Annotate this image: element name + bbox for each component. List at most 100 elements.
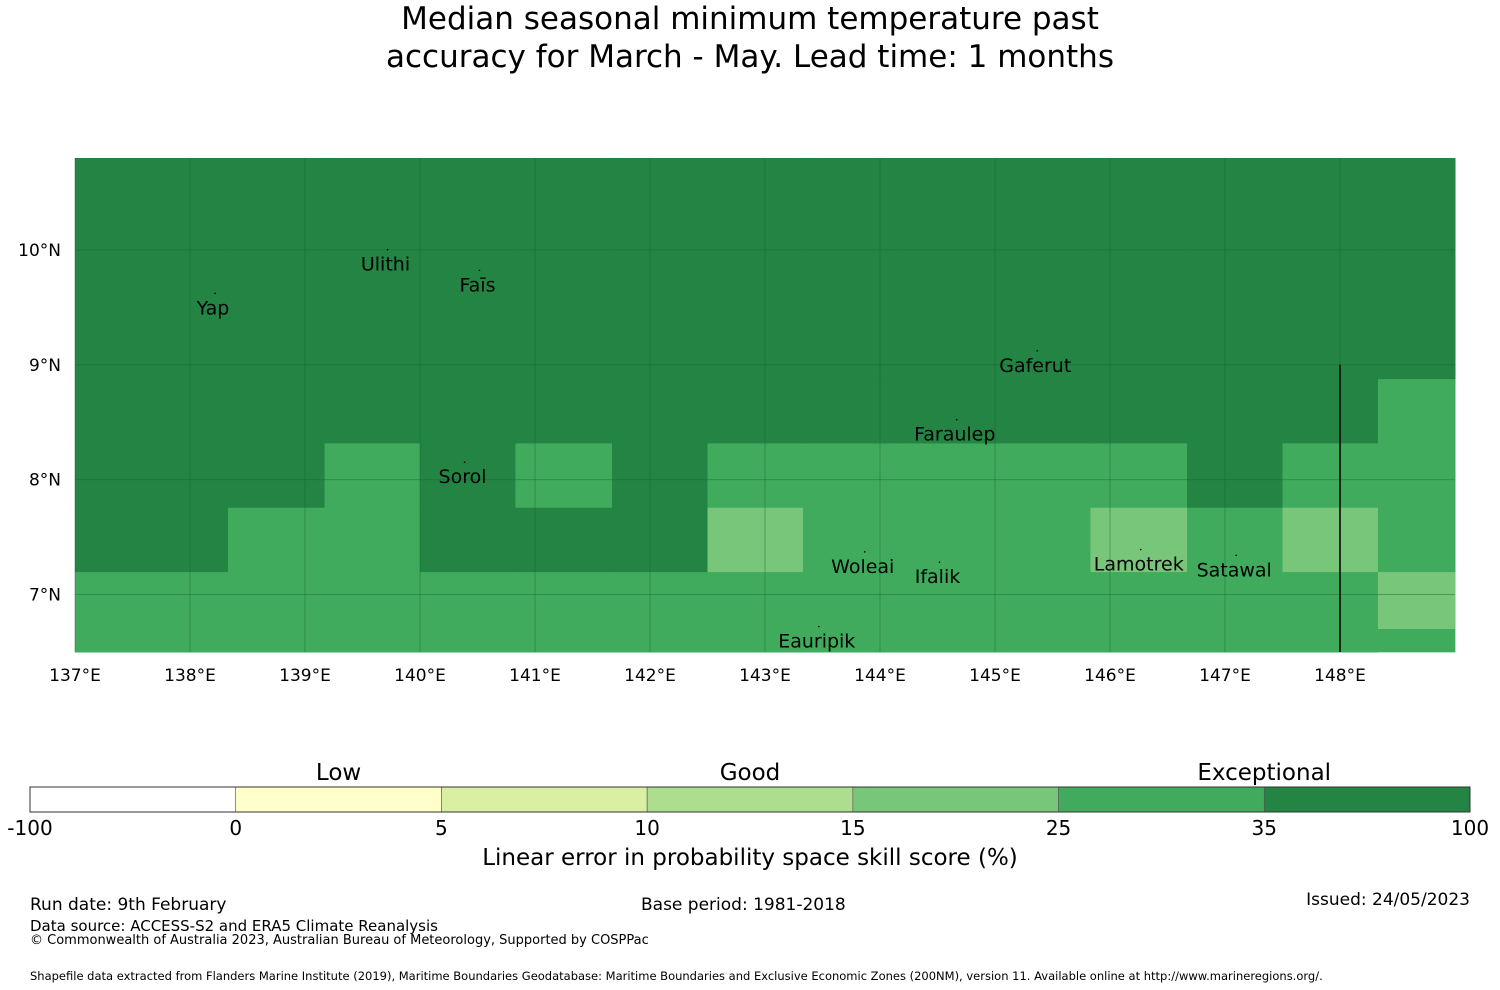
colorbar-title: Linear error in probability space skill … [482,845,1018,871]
grid-cell-r1-c10 [1090,507,1188,573]
grid-cell-r3-c6 [707,378,804,444]
lon-tick-label: 141°E [509,666,561,686]
grid-cell-r3-c13 [1377,378,1456,444]
grid-cell-r4-c4 [515,158,613,380]
lon-tick-label: 145°E [969,666,1021,686]
colorbar [29,786,1471,813]
colorbar-tick-label: -100 [7,816,53,840]
place-label-eauripik: Eauripik [778,631,855,653]
colorbar-tick-label: 15 [840,816,866,840]
grid-cell-r2-c0 [75,442,229,508]
island-marker [1139,548,1142,551]
grid-cell-r1-c9 [995,507,1091,573]
chart-title: Median seasonal minimum temperature past… [0,0,1500,76]
colorbar-tick-label: 5 [435,816,448,840]
grid-cell-r0-c5 [612,571,708,653]
chart-title-line-2: accuracy for March - May. Lead time: 1 m… [386,39,1114,75]
lon-tick-label: 137°E [49,666,101,686]
grid-cell-r3-c4 [515,378,613,444]
grid-cell-r1-c13 [1377,507,1456,573]
grid-cell-r2-c10 [1090,442,1188,508]
grid-cell-r2-c11 [1187,442,1283,508]
latitude-axis: 10°N 9°N 8°N 7°N [18,241,61,606]
place-label-faīs: Faīs [459,274,495,296]
lon-tick-label: 139°E [279,666,331,686]
grid-cell-r1-c8 [899,507,996,573]
grid-cell-r4-c0 [75,158,229,380]
colorbar-tick-label: 0 [229,816,243,840]
skill-grid-cells [75,158,1456,653]
grid-cell-r4-c7 [802,158,901,380]
island-marker [386,248,389,251]
grid-cell-r0-c6 [707,571,804,653]
grid-cell-r3-c9 [995,378,1091,444]
grid-cell-r4-c3 [420,158,516,380]
colorbar-tick-label: 35 [1251,816,1278,840]
grid-cell-r3-c5 [612,378,708,444]
lon-tick-label: 146°E [1084,666,1136,686]
place-label-lamotrek: Lamotrek [1094,554,1184,576]
colorbar-frame [29,786,1471,813]
lon-tick-label: 143°E [739,666,791,686]
place-label-sorol: Sorol [439,466,487,488]
grid-cell-r1-c1 [227,507,326,573]
grid-cell-r3-c7 [802,378,901,444]
shapefile-credit: Shapefile data extracted from Flanders M… [30,969,1323,983]
colorbar-segment-5 [1058,786,1265,813]
lon-tick-label: 144°E [854,666,906,686]
grid-cell-r2-c5 [612,442,708,508]
grid-cell-r3-c2 [324,378,421,444]
grid-cell-r3-c10 [1090,378,1188,444]
island-marker [938,561,941,563]
grid-cell-r3-c0 [75,378,229,444]
grid-cell-r4-c8 [899,158,996,380]
grid-cell-r0-c8 [899,571,996,653]
island-marker [463,461,466,464]
grid-cell-r0-c2 [324,571,421,653]
grid-cell-r3-c8 [899,378,996,444]
lat-tick-label: 8°N [29,471,61,491]
colorbar-tick-label: 25 [1045,816,1072,840]
grid-cell-r4-c13 [1377,158,1456,380]
island-marker [817,625,820,628]
island-marker [1235,554,1237,557]
colorbar-segment-3 [646,786,854,813]
place-labels: Ulithi Faīs Yap Gaferut Faraulep Sorol Woleai I… [196,248,1272,653]
colorbar-category-good: Good [719,760,781,786]
island-marker [478,269,481,272]
issued-date: Issued: 24/05/2023 [1306,890,1470,910]
grid-cell-r2-c8 [899,442,996,508]
grid-cell-r0-c10 [1090,571,1188,653]
colorbar-category-exceptional: Exceptional [1197,760,1332,786]
colorbar-segment-1 [235,786,442,813]
colorbar-tick-label: 10 [634,816,660,840]
lat-tick-label: 9°N [29,356,61,376]
grid-cell-r3-c12 [1282,378,1379,444]
place-label-woleai: Woleai [831,556,894,578]
data-source: Data source: ACCESS-S2 and ERA5 Climate … [30,917,438,935]
grid-cell-r2-c7 [802,442,901,508]
grid-cell-r2-c9 [995,442,1091,508]
place-label-yap: Yap [196,297,230,319]
run-date: Run date: 9th February [30,895,227,915]
grid-cell-r0-c7 [802,571,901,653]
grid-cell-r4-c9 [995,158,1091,380]
skill-score-map: Ulithi Faīs Yap Gaferut Faraulep Sorol Woleai I… [18,158,1456,686]
colorbar-category-low: Low [315,760,362,786]
grid-cell-r1-c5 [612,507,708,573]
place-label-satawal: Satawal [1197,559,1272,581]
grid-cell-r1-c7 [802,507,901,573]
grid-cell-r0-c3 [420,571,516,653]
grid-cell-r4-c12 [1282,158,1379,380]
colorbar-segment-6 [1263,786,1471,813]
grid-cell-r2-c3 [420,442,516,508]
lat-tick-label: 7°N [29,586,61,606]
place-label-ifalik: Ifalik [915,566,961,588]
grid-cell-r4-c6 [707,158,804,380]
grid-cell-r4-c1 [227,158,326,380]
grid-cell-r4-c11 [1187,158,1283,380]
grid-cell-r1-c0 [75,507,229,573]
grid-cell-r2-c1 [227,442,326,508]
grid-cell-r1-c11 [1187,507,1283,573]
base-period: Base period: 1981-2018 [641,895,846,915]
